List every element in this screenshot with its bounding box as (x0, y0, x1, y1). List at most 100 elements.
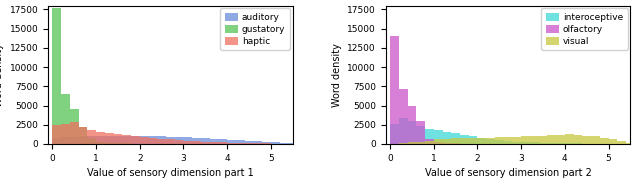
Bar (105, 143, 113, 144)
Bar (262, 142, 271, 144)
Bar (399, 143, 408, 144)
Bar (416, 142, 425, 144)
Bar (192, 138, 201, 144)
Bar (408, 105, 416, 144)
Bar (210, 142, 218, 144)
Y-axis label: Word density: Word density (0, 43, 4, 107)
Bar (451, 143, 460, 144)
Bar (96, 136, 105, 144)
Bar (609, 139, 618, 144)
Bar (460, 138, 468, 144)
Bar (460, 135, 468, 144)
Bar (434, 139, 442, 144)
Bar (166, 137, 175, 144)
Bar (582, 136, 591, 144)
Bar (390, 124, 399, 144)
Bar (618, 141, 626, 144)
Bar (280, 143, 289, 144)
Bar (122, 143, 131, 144)
Bar (87, 136, 96, 144)
Bar (79, 127, 87, 144)
Bar (565, 134, 573, 144)
Bar (227, 140, 236, 144)
Bar (495, 140, 504, 144)
Bar (184, 137, 192, 144)
Bar (79, 127, 87, 144)
Bar (52, 125, 61, 144)
Y-axis label: Word density: Word density (332, 43, 342, 107)
Bar (122, 136, 131, 144)
Bar (87, 130, 96, 144)
Bar (140, 137, 148, 144)
Bar (175, 137, 184, 144)
Bar (175, 140, 184, 144)
Bar (486, 139, 495, 144)
Bar (184, 141, 192, 144)
X-axis label: Value of sensory dimension part 1: Value of sensory dimension part 1 (87, 168, 253, 178)
Bar (416, 125, 425, 144)
Bar (521, 136, 530, 144)
Bar (477, 138, 486, 144)
Bar (131, 136, 140, 144)
Bar (600, 138, 609, 144)
Bar (96, 142, 105, 144)
Bar (61, 137, 70, 144)
Bar (626, 143, 635, 144)
Bar (218, 139, 227, 144)
Bar (408, 142, 416, 144)
Bar (495, 137, 504, 144)
Bar (113, 134, 122, 144)
Bar (253, 141, 262, 144)
Bar (504, 137, 513, 144)
Bar (521, 142, 530, 144)
Bar (573, 135, 582, 144)
Bar (210, 139, 218, 144)
Bar (96, 132, 105, 144)
Bar (451, 138, 460, 144)
Bar (253, 143, 262, 144)
Bar (442, 139, 451, 144)
Bar (539, 143, 547, 144)
Bar (547, 143, 556, 144)
Bar (408, 121, 416, 144)
Bar (105, 133, 113, 144)
Legend: auditory, gustatory, haptic: auditory, gustatory, haptic (220, 8, 290, 50)
Legend: interoceptive, olfactory, visual: interoceptive, olfactory, visual (541, 8, 628, 50)
Bar (390, 36, 399, 144)
Bar (556, 135, 565, 144)
Bar (79, 136, 87, 144)
Bar (416, 121, 425, 144)
Bar (140, 136, 148, 144)
Bar (113, 143, 122, 144)
X-axis label: Value of sensory dimension part 2: Value of sensory dimension part 2 (424, 168, 591, 178)
Bar (434, 142, 442, 144)
Bar (122, 135, 131, 144)
Bar (271, 142, 280, 144)
Bar (61, 124, 70, 144)
Bar (468, 136, 477, 144)
Bar (218, 142, 227, 144)
Bar (591, 137, 600, 144)
Bar (289, 143, 297, 144)
Bar (148, 138, 157, 144)
Bar (105, 136, 113, 144)
Bar (573, 143, 582, 144)
Bar (547, 135, 556, 144)
Bar (451, 133, 460, 144)
Bar (52, 138, 61, 144)
Bar (425, 139, 434, 144)
Bar (262, 143, 271, 144)
Bar (113, 136, 122, 144)
Bar (244, 141, 253, 144)
Bar (513, 142, 521, 144)
Bar (399, 118, 408, 144)
Bar (434, 130, 442, 144)
Bar (131, 136, 140, 144)
Bar (244, 143, 253, 144)
Bar (70, 137, 79, 144)
Bar (148, 136, 157, 144)
Bar (477, 138, 486, 144)
Bar (201, 142, 210, 144)
Bar (236, 143, 244, 144)
Bar (425, 129, 434, 144)
